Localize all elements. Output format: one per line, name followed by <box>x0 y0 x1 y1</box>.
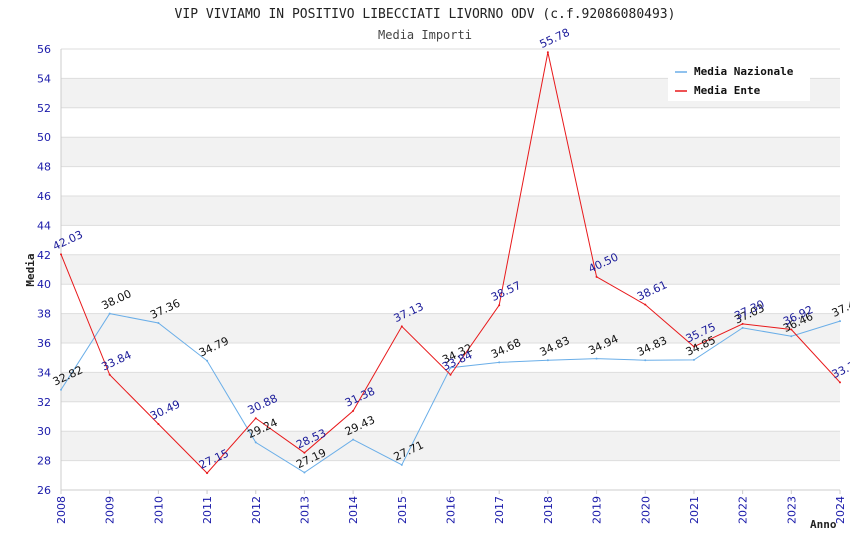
legend-box <box>668 58 810 101</box>
point-media-nazionale <box>352 438 355 441</box>
point-media-nazionale <box>644 359 647 362</box>
x-tick-label: 2018 <box>542 496 555 524</box>
point-media-nazionale <box>254 441 257 444</box>
point-media-ente <box>741 322 744 325</box>
x-axis-label: Anno <box>810 518 837 531</box>
point-media-nazionale <box>206 359 209 362</box>
grid-band <box>61 372 840 402</box>
data-label-media-ente: 42.03 <box>51 228 85 253</box>
x-tick-label: 2008 <box>55 496 68 524</box>
data-label-media-ente: 55.78 <box>538 26 572 51</box>
x-tick-label: 2023 <box>785 496 798 524</box>
x-tick-label: 2017 <box>493 496 506 524</box>
point-media-ente <box>595 275 598 278</box>
point-media-nazionale <box>157 322 160 325</box>
x-tick-label: 2015 <box>396 496 409 524</box>
point-media-nazionale <box>595 357 598 360</box>
x-tick-label: 2022 <box>737 496 750 524</box>
x-tick-label: 2010 <box>152 496 165 524</box>
y-tick-label: 34 <box>37 366 51 379</box>
y-tick-label: 32 <box>37 396 51 409</box>
point-media-ente <box>546 51 549 54</box>
y-tick-label: 38 <box>37 308 51 321</box>
point-media-ente <box>449 373 452 376</box>
y-tick-label: 36 <box>37 337 51 350</box>
point-media-ente <box>157 422 160 425</box>
y-tick-label: 28 <box>37 455 51 468</box>
point-media-ente <box>303 451 306 454</box>
data-label-media-nazionale: 38.00 <box>99 287 133 312</box>
point-media-ente <box>108 373 111 376</box>
y-tick-label: 46 <box>37 190 51 203</box>
legend: Media Nazionale Media Ente <box>668 58 810 101</box>
data-label-media-ente: 33.32 <box>830 356 850 381</box>
grid-bands <box>61 78 840 461</box>
point-media-nazionale <box>303 471 306 474</box>
y-tick-label: 26 <box>37 484 51 497</box>
grid-band <box>61 254 840 285</box>
y-tick-label: 44 <box>37 219 51 232</box>
point-media-ente <box>254 417 257 420</box>
point-media-ente <box>60 253 62 256</box>
y-tick-label: 52 <box>37 102 51 115</box>
x-tick-label: 2020 <box>639 496 652 524</box>
y-tick-label: 54 <box>37 72 51 85</box>
y-tick-label: 30 <box>37 425 51 438</box>
point-media-nazionale <box>60 388 62 391</box>
series-lines <box>60 51 841 475</box>
x-tick-label: 2014 <box>347 496 360 524</box>
point-media-nazionale <box>692 358 695 361</box>
grid-band <box>61 313 840 343</box>
point-media-ente <box>692 345 695 348</box>
point-media-ente <box>839 381 841 384</box>
point-media-ente <box>644 303 647 306</box>
axes <box>60 49 841 494</box>
x-tick-label: 2013 <box>298 496 311 524</box>
data-label-media-ente: 33.84 <box>99 348 133 373</box>
y-axis-label: Media <box>24 253 37 286</box>
chart-subtitle: Media Importi <box>378 28 472 42</box>
point-media-ente <box>352 409 355 412</box>
x-tick-label: 2012 <box>250 496 263 524</box>
point-media-nazionale <box>498 361 501 364</box>
grid-band <box>61 137 840 167</box>
x-tick-label: 2016 <box>445 496 458 524</box>
x-tick-label: 2011 <box>201 496 214 524</box>
legend-label-media-ente: Media Ente <box>694 84 761 97</box>
point-media-nazionale <box>400 463 403 466</box>
grid-band <box>61 431 840 461</box>
grid-band <box>61 196 840 226</box>
y-tick-label: 50 <box>37 131 51 144</box>
x-tick-label: 2009 <box>104 496 117 524</box>
legend-label-media-nazionale: Media Nazionale <box>694 65 794 78</box>
point-media-nazionale <box>790 335 793 338</box>
x-tick-labels: 2008 2009 2010 2011 2012 2013 2014 2015 2016 2017… <box>55 496 847 524</box>
point-media-nazionale <box>546 359 549 362</box>
point-media-nazionale <box>839 320 841 323</box>
point-media-nazionale <box>449 366 452 369</box>
point-media-ente <box>498 304 501 307</box>
y-tick-labels: 26 28 30 32 34 36 38 40 42 44 46 48 50 52 54 56 <box>37 43 51 497</box>
x-tick-label: 2024 <box>834 496 847 524</box>
point-media-nazionale <box>741 326 744 329</box>
point-media-nazionale <box>108 312 111 315</box>
x-tick-label: 2021 <box>688 496 701 524</box>
y-tick-label: 40 <box>37 278 51 291</box>
y-tick-label: 48 <box>37 161 51 174</box>
point-media-ente <box>400 325 403 328</box>
y-tick-label: 56 <box>37 43 51 56</box>
point-media-ente <box>206 472 209 475</box>
data-label-media-nazionale: 37.49 <box>830 295 850 320</box>
y-tick-label: 42 <box>37 249 51 262</box>
x-tick-label: 2019 <box>591 496 604 524</box>
chart-title: VIP VIVIAMO IN POSITIVO LIBECCIATI LIVOR… <box>175 7 676 22</box>
point-media-ente <box>790 328 793 331</box>
